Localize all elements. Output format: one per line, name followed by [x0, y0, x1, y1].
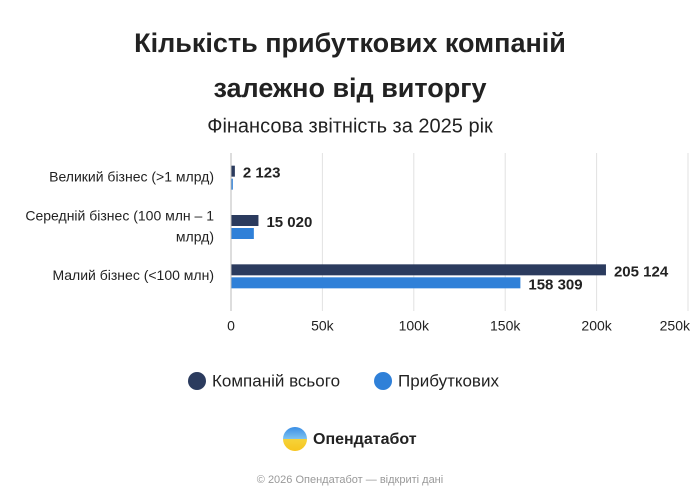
x-tick-label: 150k	[490, 318, 521, 334]
bar	[231, 178, 233, 190]
x-tick-label: 250k	[660, 318, 691, 334]
brand-name: Опендатабот	[313, 431, 417, 448]
x-tick-label: 200k	[581, 318, 612, 334]
data-label: 15 020	[266, 214, 312, 231]
chart-subtitle: Фінансова звітність за 2025 рік	[207, 115, 493, 137]
y-tick-label: Середній бізнес (100 млн – 1 млрд)	[25, 207, 214, 244]
footer: © 2026 Опендатабот — відкриті дані	[257, 474, 443, 486]
legend-marker	[188, 372, 206, 390]
data-label: 205 124	[614, 263, 669, 280]
chart-title: залежно від виторгу	[213, 73, 486, 103]
x-tick-label: 0	[227, 318, 235, 334]
bar	[231, 228, 254, 239]
data-label: 158 309	[528, 276, 582, 293]
y-tick-label: Великий бізнес (>1 млрд)	[49, 168, 214, 184]
legend-label: Прибуткових	[398, 371, 499, 390]
bar	[231, 165, 235, 177]
bar	[231, 215, 259, 226]
data-label: 2 123	[243, 165, 281, 182]
bar	[231, 277, 521, 289]
legend-marker	[374, 372, 393, 390]
bar	[231, 264, 606, 276]
x-tick-label: 50k	[311, 318, 335, 334]
chart-title: Кількість прибуткових компаній	[134, 28, 566, 58]
legend-label: Компаній всього	[212, 371, 340, 390]
x-tick-label: 100k	[399, 318, 430, 334]
y-tick-label: Малий бізнес (<100 млн)	[52, 267, 214, 283]
brand-logo	[283, 427, 307, 451]
